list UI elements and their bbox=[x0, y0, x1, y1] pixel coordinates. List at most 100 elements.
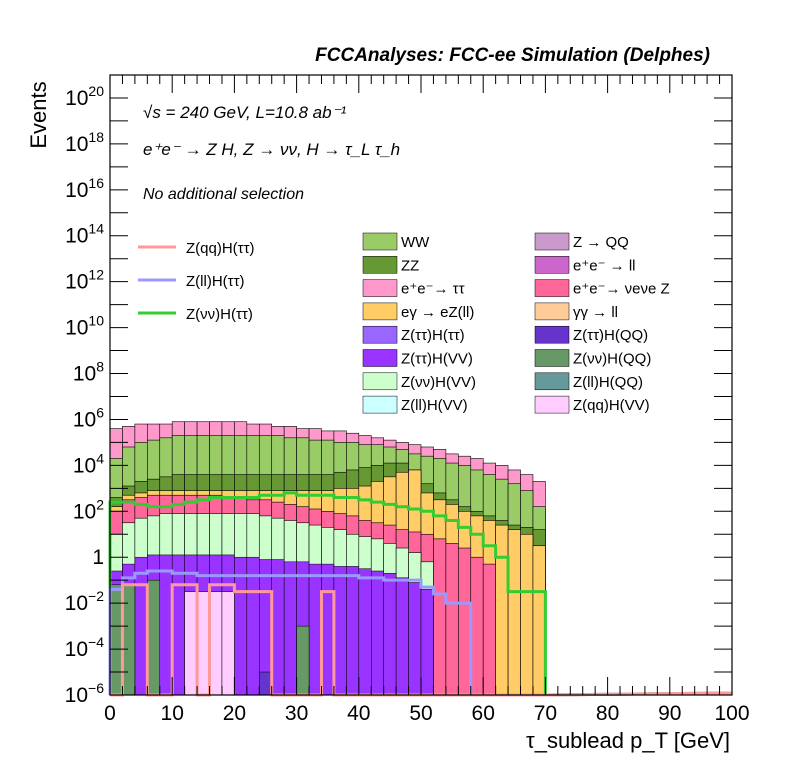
legend-fill-swatch bbox=[534, 395, 570, 414]
legend-fill-swatch bbox=[534, 256, 570, 274]
bar-z-h-vv bbox=[321, 563, 335, 696]
legend-fill-label: eγ → eZ(ll) bbox=[401, 304, 474, 321]
bar-z-h-vv bbox=[395, 577, 409, 696]
legend-fill-label: WW bbox=[401, 234, 430, 251]
x-tick-label: 90 bbox=[658, 702, 681, 725]
bar-e-e-e-e-z bbox=[445, 543, 459, 696]
legend-fill-swatch bbox=[362, 372, 398, 391]
legend-fill-swatch bbox=[534, 349, 570, 367]
bar-e-e-e-e-z bbox=[433, 538, 447, 696]
x-tick-label: 10 bbox=[161, 702, 184, 725]
bar-e-e-e-e-z bbox=[482, 563, 496, 696]
legend-fill-label: γγ → ll bbox=[573, 304, 618, 321]
legend-fill-label: Z(ll)H(QQ) bbox=[573, 374, 643, 391]
legend-fill-label: e⁺e⁻→ νeνe Z bbox=[573, 281, 670, 298]
chart-title: FCCAnalyses: FCC-ee Simulation (Delphes) bbox=[315, 45, 710, 66]
bar-z-qq-h-vv bbox=[184, 591, 198, 696]
legend-fill-swatch bbox=[362, 279, 398, 297]
bar-z-h-vv bbox=[271, 559, 285, 696]
series-z-h-qq bbox=[109, 579, 310, 696]
x-tick-label: 30 bbox=[285, 702, 308, 725]
y-tick-label: 1018 bbox=[65, 129, 104, 156]
bar-e-e-e-e-z bbox=[470, 556, 484, 696]
bar-z-h-vv bbox=[234, 556, 248, 696]
axis-layer: 0 10 20 30 40 50 60 70 80 90 10010−610−410−2110210… bbox=[65, 74, 750, 725]
bar-z-h-vv bbox=[408, 582, 422, 696]
x-tick-label: 0 bbox=[104, 702, 116, 725]
y-tick-label: 106 bbox=[73, 404, 104, 431]
legend-fill-label: ZZ bbox=[401, 257, 419, 274]
overlay-layer bbox=[109, 554, 434, 696]
x-tick-label: 50 bbox=[409, 702, 432, 725]
legend-fill-label: Z(ττ)H(QQ) bbox=[573, 327, 648, 344]
bar-z-h-vv bbox=[333, 566, 347, 696]
bar-z-h-qq bbox=[109, 584, 123, 696]
legend-fill-swatch bbox=[534, 279, 570, 297]
bar-z-h-vv bbox=[370, 570, 384, 696]
bar-z-qq-h-vv bbox=[221, 591, 235, 696]
x-axis-label: τ_sublead p_T [GeV] bbox=[526, 728, 730, 753]
bar-z-h-vv bbox=[420, 589, 434, 696]
bar-z-h-qq bbox=[122, 584, 136, 696]
bar-e-ez-ll bbox=[532, 545, 546, 696]
series-z-qq-h-vv bbox=[184, 591, 235, 696]
legend-fill-swatch bbox=[534, 232, 570, 251]
y-tick-label: 1014 bbox=[65, 221, 104, 248]
signal-line-z-h bbox=[108, 491, 733, 697]
bar-z-h-vv bbox=[134, 556, 148, 696]
legend-line-label: Z(νν)H(ττ) bbox=[186, 306, 253, 323]
selection-annotation: No additional selection bbox=[143, 186, 304, 203]
legend-fill-swatch bbox=[362, 302, 398, 321]
legend-fill-label: Z(ll)H(VV) bbox=[401, 397, 468, 414]
series-z-h-qq bbox=[259, 671, 272, 696]
x-tick-label: 20 bbox=[223, 702, 246, 725]
y-tick-label: 1010 bbox=[65, 313, 104, 340]
y-tick-label: 10−4 bbox=[65, 634, 105, 661]
energy-annotation: √s = 240 GeV, L=10.8 ab⁻¹ bbox=[143, 103, 347, 122]
x-tick-label: 40 bbox=[347, 702, 370, 725]
y-tick-label: 10−2 bbox=[65, 588, 105, 615]
y-tick-label: 10−6 bbox=[65, 680, 105, 707]
legend-fill-label: Z(νν)H(QQ) bbox=[573, 351, 651, 368]
x-tick-label: 70 bbox=[534, 702, 557, 725]
x-tick-label: 80 bbox=[596, 702, 619, 725]
legend-fill-label: Z(νν)H(VV) bbox=[401, 374, 476, 391]
bar-z-h-vv bbox=[283, 561, 297, 696]
bar-e-e-e-e-z bbox=[458, 547, 472, 696]
bar-z-h-vv bbox=[383, 573, 397, 696]
legend-fill-swatch bbox=[534, 325, 570, 344]
y-tick-label: 102 bbox=[73, 496, 104, 523]
legend-line-label: Z(ll)H(ττ) bbox=[186, 273, 245, 290]
bar-z-h-qq bbox=[147, 579, 161, 696]
legend: Z(qq)H(ττ) Z(ll)H(ττ) Z(νν)H(ττ) WW Z → QQ ZZ… bbox=[138, 232, 670, 414]
legend-fill-swatch bbox=[362, 232, 398, 251]
y-tick-label: 108 bbox=[73, 359, 104, 386]
legend-fill-swatch bbox=[362, 325, 398, 344]
legend-fill-swatch bbox=[362, 395, 398, 414]
x-tick-label: 60 bbox=[472, 702, 495, 725]
bar-e-ez-ll bbox=[507, 529, 521, 696]
bar-z-h-vv bbox=[346, 566, 360, 696]
y-tick-label: 1020 bbox=[65, 83, 104, 110]
bar-z-h-vv bbox=[246, 556, 260, 696]
signal-line-z-ll-h bbox=[108, 569, 733, 697]
bar-e-ez-ll bbox=[495, 524, 509, 696]
legend-fill-swatch bbox=[362, 256, 398, 274]
legend-fill-label: Z → QQ bbox=[573, 234, 629, 251]
legend-fill-label: Z(ττ)H(ττ) bbox=[401, 327, 465, 344]
legend-fill-label: e⁺e⁻→ ττ bbox=[401, 281, 465, 298]
bar-z-h-qq bbox=[259, 671, 272, 696]
legend-line-label: Z(qq)H(ττ) bbox=[186, 240, 255, 257]
y-tick-label: 1016 bbox=[65, 175, 104, 202]
y-tick-label: 1012 bbox=[65, 267, 104, 294]
bar-e-ez-ll bbox=[520, 533, 534, 696]
x-tick-label: 100 bbox=[714, 702, 749, 725]
y-tick-label: 1 bbox=[92, 546, 104, 569]
bar-z-h-vv bbox=[159, 554, 173, 696]
legend-fill-label: Z(ττ)H(VV) bbox=[401, 351, 473, 368]
y-tick-label: 104 bbox=[73, 450, 104, 477]
bar-z-h-vv bbox=[308, 563, 322, 696]
legend-fill-label: e⁺e⁻ → ll bbox=[573, 257, 636, 274]
